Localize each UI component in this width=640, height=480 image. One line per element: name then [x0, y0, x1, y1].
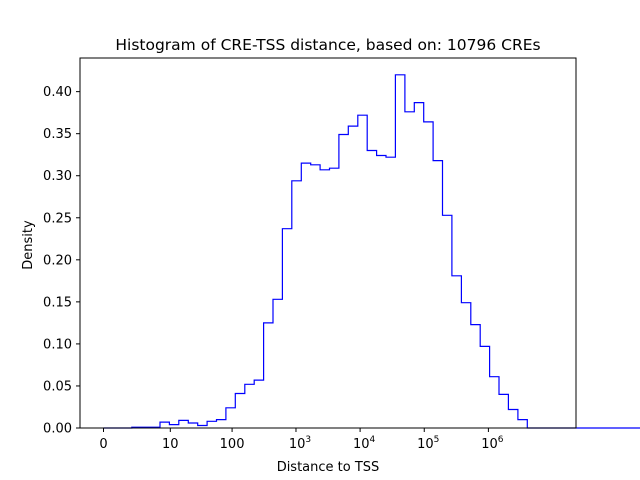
- x-tick-exponent: 3: [305, 435, 311, 445]
- y-axis-ticks: 0.00 0.05 0.10 0.15 0.20 0.25 0.30 0.35 0.40: [43, 85, 80, 437]
- y-tick-label: 0.25: [43, 211, 72, 226]
- y-tick-label: 0.30: [43, 169, 72, 184]
- axes-frame: [79, 57, 577, 429]
- y-tick-label: 0.35: [43, 127, 72, 142]
- x-tick-label: 104: [353, 435, 376, 452]
- x-axis-ticks: 0 10 100 103 104 105 106: [99, 428, 504, 452]
- y-axis-label: Density: [21, 220, 36, 270]
- x-tick-exponent: 6: [498, 435, 504, 445]
- y-tick-label: 0.00: [43, 422, 72, 437]
- x-tick-label: 0: [99, 437, 107, 452]
- x-tick-exponent: 4: [370, 435, 376, 445]
- histogram-step-line: [103, 74, 640, 429]
- x-tick-label: 106: [481, 435, 504, 452]
- y-tick-label: 0.20: [43, 253, 72, 268]
- x-tick-label: 100: [220, 437, 245, 452]
- x-axis-label: Distance to TSS: [277, 460, 380, 475]
- y-tick-label: 0.40: [43, 85, 72, 100]
- chart-title: Histogram of CRE-TSS distance, based on:…: [115, 36, 540, 54]
- y-tick-label: 0.10: [43, 337, 72, 352]
- plot-area: [103, 74, 640, 429]
- x-tick-exponent: 5: [434, 435, 440, 445]
- y-tick-label: 0.15: [43, 295, 72, 310]
- y-tick-label: 0.05: [43, 379, 72, 394]
- x-tick-label: 10: [162, 437, 179, 452]
- x-tick-label: 105: [417, 435, 439, 452]
- x-tick-label: 103: [289, 435, 311, 452]
